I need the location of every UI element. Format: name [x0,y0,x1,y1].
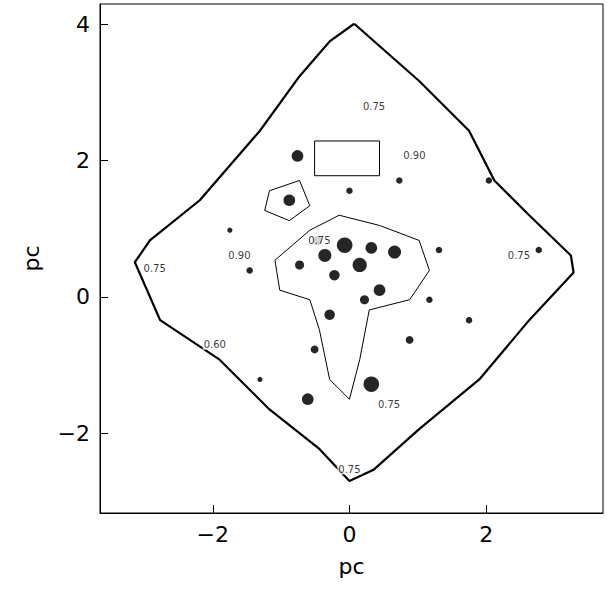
svg-text:0.75: 0.75 [338,464,360,475]
svg-text:0.90: 0.90 [403,150,425,161]
svg-text:pc: pc [338,554,364,579]
svg-text:−2: −2 [58,421,90,446]
svg-text:0.60: 0.60 [204,339,226,350]
svg-text:0: 0 [342,522,356,547]
svg-text:2: 2 [76,148,90,173]
svg-text:0.75: 0.75 [508,250,530,261]
svg-text:0: 0 [76,284,90,309]
svg-text:4: 4 [76,12,90,37]
svg-text:0.75: 0.75 [363,101,385,112]
svg-text:0.75: 0.75 [144,263,166,274]
svg-text:0.75: 0.75 [378,399,400,410]
svg-text:pc: pc [19,245,44,271]
svg-text:−2: −2 [197,522,229,547]
svg-text:2: 2 [479,522,493,547]
svg-text:0.75: 0.75 [308,235,330,246]
svg-text:0.90: 0.90 [228,250,250,261]
